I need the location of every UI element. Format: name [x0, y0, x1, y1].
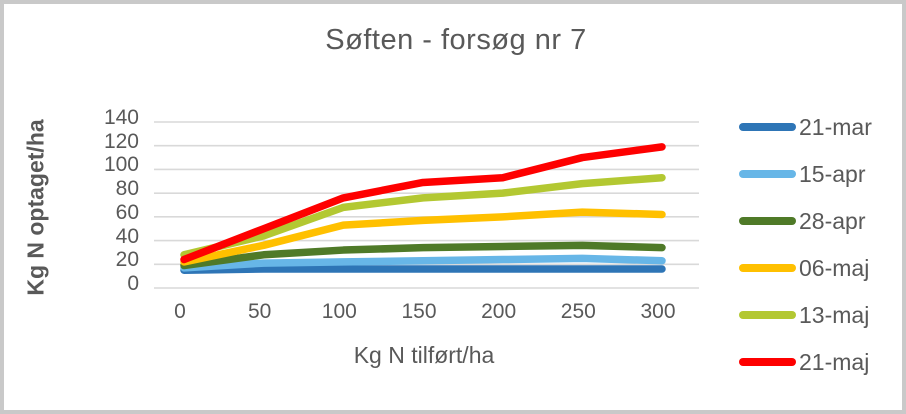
x-tick-label-50: 50 — [247, 300, 272, 323]
chart-title-text: Søften - forsøg nr 7 — [325, 24, 587, 56]
chart-title: Søften - forsøg nr 7 — [4, 24, 902, 57]
x-tick-label-300: 300 — [640, 300, 676, 323]
x-tick-label-150: 150 — [401, 300, 437, 323]
series-line-06-maj — [180, 208, 666, 266]
series-line-28-apr — [180, 241, 666, 270]
series-line-21-mar — [180, 265, 666, 274]
y-tick-label-0: 0 — [127, 272, 139, 295]
y-tick-label-80: 80 — [115, 177, 139, 201]
legend-item-13-maj: 13-maj — [739, 301, 872, 328]
y-tick-label-120: 120 — [103, 129, 139, 153]
x-axis-title: Kg N tilført/ha — [353, 342, 495, 368]
y-tick-label-140: 140 — [103, 106, 139, 129]
legend-item-15-apr: 15-apr — [739, 160, 872, 187]
legend-label: 28-apr — [799, 207, 866, 234]
x-tick-label-200: 200 — [481, 300, 517, 323]
legend-swatch-icon — [739, 311, 796, 319]
series-line-21-maj — [180, 143, 666, 264]
legend-item-21-mar: 21-mar — [739, 113, 872, 140]
legend-swatch-icon — [739, 264, 796, 272]
y-tick-label-60: 60 — [115, 200, 139, 224]
y-tick-label-20: 20 — [115, 248, 139, 272]
legend-swatch-icon — [739, 217, 796, 225]
legend-item-21-maj: 21-maj — [739, 348, 872, 375]
plot-area — [154, 121, 699, 289]
y-tick-label-100: 100 — [103, 153, 139, 177]
legend-item-06-maj: 06-maj — [739, 254, 872, 281]
x-tick-label-0: 0 — [174, 300, 186, 323]
legend-label: 13-maj — [799, 301, 870, 328]
legend-label: 21-mar — [799, 113, 872, 140]
x-tick-label-100: 100 — [321, 300, 357, 323]
legend-swatch-icon — [739, 170, 796, 178]
legend-swatch-icon — [739, 123, 796, 131]
legend-swatch-icon — [739, 358, 796, 366]
legend-label: 15-apr — [799, 160, 866, 187]
legend: 21-mar 15-apr 28-apr 06-maj 13-maj 21-ma… — [739, 113, 872, 375]
legend-label: 06-maj — [799, 254, 870, 281]
x-tick-label-250: 250 — [560, 300, 596, 323]
series-line-15-apr — [180, 254, 666, 272]
y-axis-title: Kg N optaget/ha — [22, 119, 49, 296]
legend-item-28-apr: 28-apr — [739, 207, 872, 234]
series-line-13-maj — [180, 173, 666, 259]
y-tick-label-40: 40 — [115, 224, 139, 248]
legend-label: 21-maj — [799, 348, 870, 375]
